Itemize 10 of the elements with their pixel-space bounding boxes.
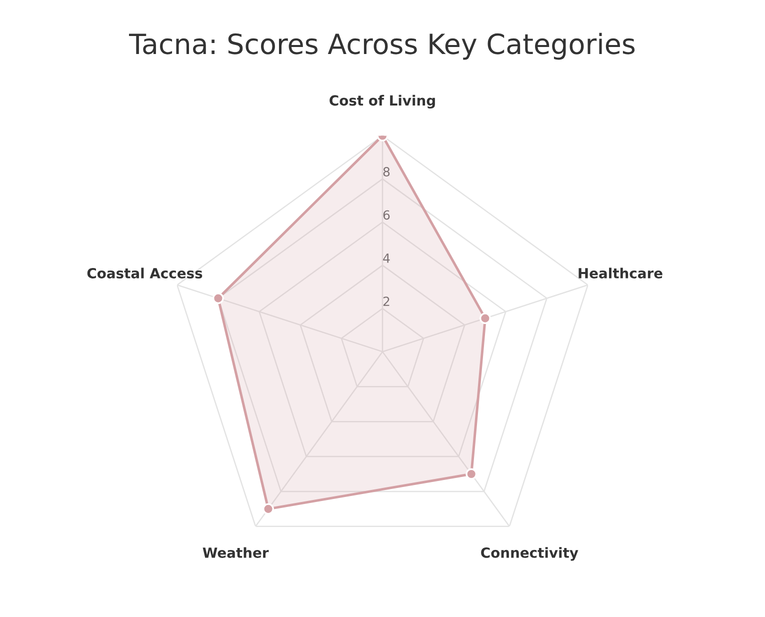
y-tick-label: 2 xyxy=(383,296,390,306)
spoke-label: Healthcare xyxy=(578,268,662,278)
y-tick-label: 4 xyxy=(383,254,390,263)
chart-title: Tacna: Scores Across Key Categories xyxy=(128,32,635,60)
y-tick-label: 8 xyxy=(383,167,390,177)
spoke-label: Weather xyxy=(202,547,269,558)
spoke-label: Connectivity xyxy=(481,547,578,561)
y-tick-label: 6 xyxy=(383,210,390,220)
spoke-label: Coastal Access xyxy=(87,268,202,278)
spoke-label: Cost of Living xyxy=(330,94,435,108)
